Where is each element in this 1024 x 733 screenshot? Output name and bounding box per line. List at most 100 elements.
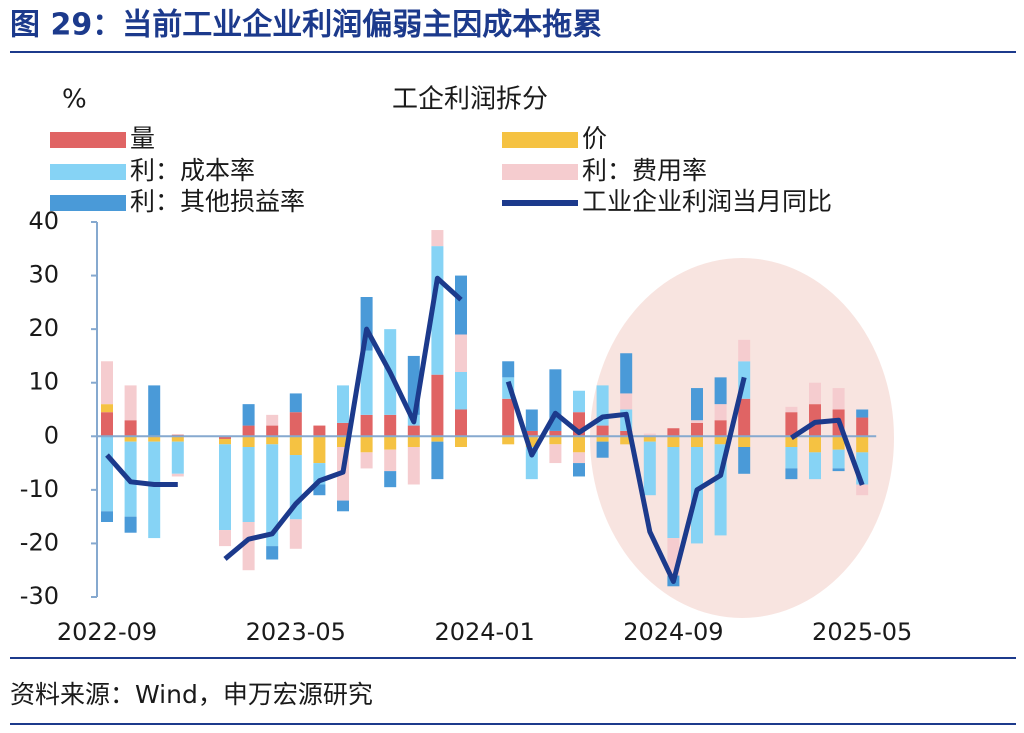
bar-segment (525, 436, 538, 447)
chart-title: 工企利润拆分 (392, 85, 548, 115)
bar-segment (266, 546, 279, 560)
y-tick-label: -30 (20, 582, 59, 610)
bar-segment (738, 436, 751, 447)
bar-segment (148, 436, 161, 442)
bar-segment (431, 374, 444, 437)
bar-segment (242, 436, 255, 447)
bar-segment (620, 393, 633, 410)
line-series (105, 275, 865, 584)
bar-segment (714, 436, 727, 445)
bar-segment (714, 420, 727, 437)
bar-segment (455, 372, 467, 410)
bar-segment (809, 436, 821, 453)
bar-segment (148, 441, 161, 539)
bar-segment (620, 430, 633, 437)
bar-segment (455, 409, 467, 437)
bar-segment (219, 530, 231, 547)
bar-segment (785, 412, 798, 437)
bar-segment (832, 436, 845, 450)
bar-segment (714, 404, 727, 421)
y-tick-label: 30 (28, 261, 59, 289)
bar-segment (124, 385, 137, 421)
bar-segment (384, 471, 397, 488)
bar-segment (431, 230, 444, 247)
bar-segment (573, 390, 585, 413)
bar-segment (289, 393, 302, 413)
bar-segment (502, 398, 515, 437)
bar-segment (171, 473, 184, 477)
bar-segment (691, 420, 703, 423)
legend-swatch (50, 132, 126, 148)
bar-segment (384, 436, 397, 450)
bar-segment (667, 428, 680, 437)
y-tick-label: 40 (28, 207, 59, 235)
bar-segment (502, 436, 515, 445)
bar-segment (101, 361, 113, 405)
bar-segment (101, 511, 113, 522)
bar-segment (431, 441, 444, 480)
bar-segment (266, 436, 279, 445)
legend-label: 利：其他损益率 (130, 187, 305, 216)
bar-segment (573, 452, 585, 464)
bar-segment (360, 414, 373, 437)
bar-segment (856, 417, 869, 437)
bar-segment (313, 484, 326, 496)
bar-segment (289, 436, 302, 456)
bar-segment (667, 436, 680, 447)
bar-segment (596, 425, 609, 437)
bar-segment (525, 430, 538, 437)
bar-segment (289, 519, 302, 549)
bar-segment (242, 447, 255, 522)
bar-segment (832, 468, 845, 472)
y-tick-label: 20 (28, 314, 59, 342)
bar-segment (620, 353, 633, 394)
bar-segment (337, 385, 349, 423)
bar-segment (856, 484, 869, 496)
bar-segment (124, 436, 137, 442)
bar-segment (242, 404, 255, 426)
bar-segment (101, 404, 113, 413)
bar-segment (738, 447, 751, 474)
bar-segment (809, 382, 821, 405)
bar-segment (360, 436, 373, 453)
bar-segment (809, 452, 821, 480)
bar-segment (549, 444, 562, 464)
bar-segment (407, 436, 420, 447)
bar-segment (337, 436, 349, 447)
legend-label: 量 (130, 124, 155, 153)
bar-segment (738, 339, 751, 362)
bar-segment (360, 350, 373, 415)
bar-segment (289, 412, 302, 437)
legend-swatch (50, 195, 126, 211)
bar-segment (266, 414, 279, 426)
bar-segment (620, 436, 633, 445)
bar-segment (431, 436, 444, 442)
bar-segment (171, 441, 184, 474)
bar-segment (573, 436, 585, 453)
y-tick-label: 0 (44, 421, 59, 449)
y-tick-label: -10 (20, 475, 59, 503)
bar-segment (691, 388, 703, 421)
bar-segment (785, 447, 798, 469)
bar-segment (573, 463, 585, 477)
x-tick-label: 2024-09 (623, 618, 723, 646)
bar-segment (785, 468, 798, 480)
legend-swatch (502, 132, 578, 148)
bar-segment (337, 422, 349, 437)
bar-segment (596, 441, 609, 458)
bar-segment (549, 436, 562, 445)
legend-label: 利：成本率 (130, 156, 255, 185)
bar-segment (856, 436, 869, 453)
bar-segment (101, 412, 113, 437)
y-tick-label: -20 (20, 528, 59, 556)
bar-segment (502, 361, 515, 378)
page-title: 图 29：当前工业企业利润偏弱主因成本拖累 (10, 8, 602, 43)
bar-segment (643, 441, 656, 496)
bar-segment (549, 430, 562, 437)
source: 资料来源：Wind，申万宏源研究 (10, 680, 373, 709)
bar-segment (360, 452, 373, 469)
bar-segment (171, 436, 184, 442)
bar-segment (313, 436, 326, 464)
bar-segment (148, 385, 161, 437)
